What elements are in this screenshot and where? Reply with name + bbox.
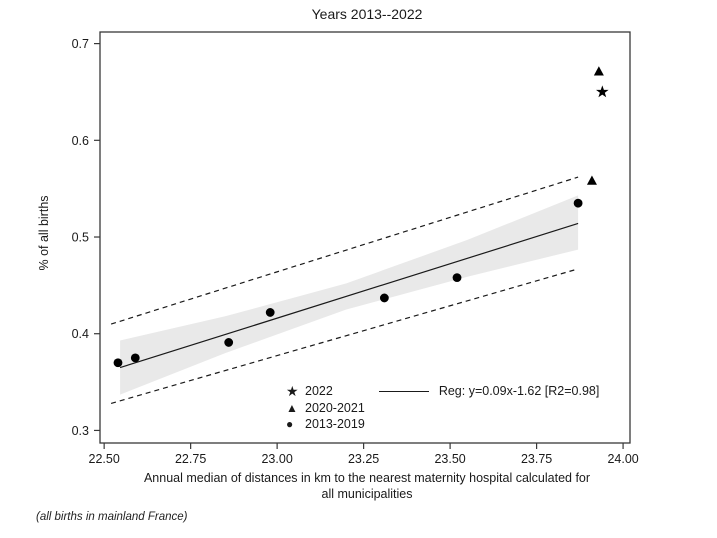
x-tick-label: 23.25 [348,452,379,466]
y-tick-label: 0.3 [72,424,89,438]
legend-label-2022: 2022 [305,384,333,399]
data-point-circle [130,353,140,363]
y-tick-label: 0.5 [72,231,89,245]
data-point-circle [452,273,462,283]
circle-icon: ● [286,417,294,432]
y-tick-label: 0.6 [72,134,89,148]
x-tick-label: 24.00 [607,452,638,466]
legend-label-2013-2019: 2013-2019 [305,417,365,432]
data-point-circle [379,293,389,303]
data-point-triangle [586,175,597,185]
x-axis-label-line2: all municipalities [321,487,413,501]
regression-equation-label: Reg: y=0.09x-1.62 [R2=0.98] [438,384,600,399]
regression-line [119,222,579,369]
data-point-circle [224,338,234,347]
y-tick-label: 0.7 [72,37,89,51]
data-point-circle [265,308,275,317]
data-point-circle [573,198,583,208]
prediction-interval-top [110,176,579,325]
y-axis-label: % of all births [37,195,51,271]
triangle-icon: ▲ [286,400,298,415]
x-tick-label: 23.50 [434,452,465,466]
x-tick-label: 22.50 [89,452,120,466]
legend-label-2020-2021: 2020-2021 [305,400,365,415]
x-tick-label: 22.75 [175,452,206,466]
legend-row-2013-2019: ● 2013-2019 [286,416,599,433]
x-tick-label: 23.75 [521,452,552,466]
legend-row-2020-2021: ▲ 2020-2021 [286,400,599,417]
star-icon: ★ [286,383,299,400]
data-point-triangle [593,66,604,76]
footnote: (all births in mainland France) [36,511,188,523]
chart-title: Years 2013--2022 [311,6,423,22]
x-axis-label: Annual median of distances in km to the … [144,470,590,502]
regression-line-sample [378,390,429,392]
x-tick-label: 23.00 [261,452,292,466]
x-axis-label-line1: Annual median of distances in km to the … [143,471,591,485]
data-point-star [596,85,609,98]
legend-row-2022: ★ 2022 Reg: y=0.09x-1.62 [R2=0.98] [286,383,599,400]
legend: ★ 2022 Reg: y=0.09x-1.62 [R2=0.98] ▲ 202… [286,383,599,433]
data-point-circle [113,358,123,368]
y-tick-label: 0.4 [72,327,89,341]
